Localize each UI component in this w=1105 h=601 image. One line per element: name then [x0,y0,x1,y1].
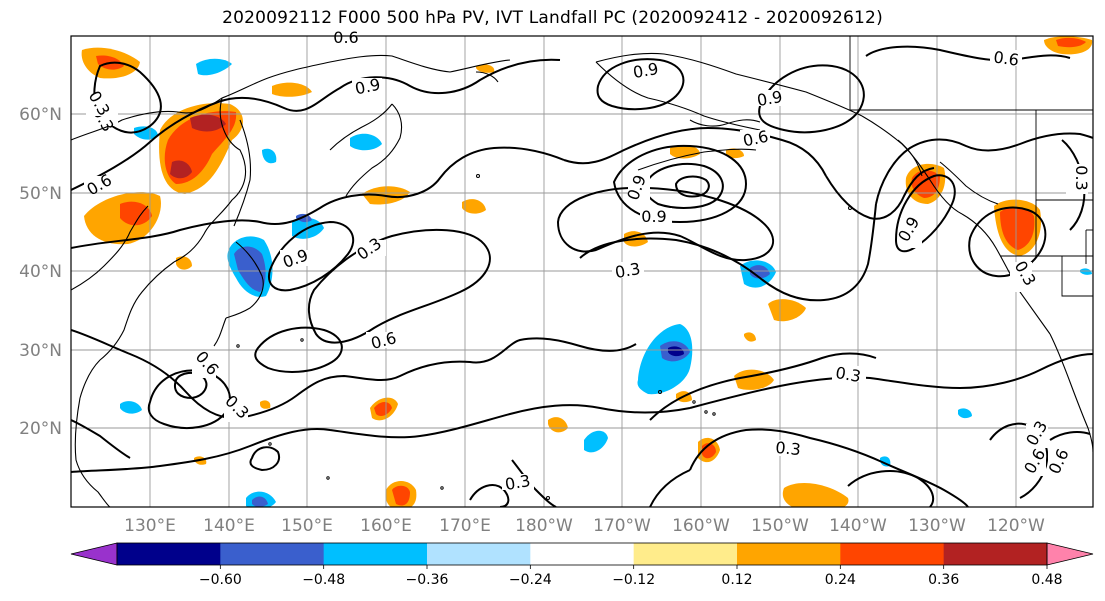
lat-label: 40°N [19,262,62,282]
longitude-labels: 130°E 140°E 150°E 160°E 170°E 180°W 170°… [124,516,1045,536]
negative-anomaly-patch [262,148,277,164]
lon-label: 170°W [593,516,651,536]
colorbar-tick-label: 0.24 [825,572,856,588]
positive-anomaly-patch [726,148,744,159]
colorbar-tick-label: 0.12 [721,572,752,588]
negative-anomaly-patch [350,133,382,151]
lon-label: 130°W [908,516,966,536]
colorbar-extend-high [1046,542,1094,566]
lon-label: 140°E [203,516,255,536]
negative-anomaly-patch [252,496,268,507]
latitude-labels: 60°N 50°N 40°N 30°N 20°N [19,105,62,439]
positive-anomaly-patch [120,201,152,226]
contour-label: 0.6 [992,47,1020,69]
colorbar: −0.60 −0.48 −0.36 −0.24 −0.12 0.12 0.24 0.36 0.4… [70,542,1094,588]
positive-anomaly-patch [734,369,774,390]
colorbar-segment [117,543,221,565]
negative-anomaly-patch [296,213,312,223]
positive-anomaly-patch [272,82,312,97]
positive-anomaly-patch [392,485,410,506]
negative-anomaly-patch [234,246,266,292]
contour-label: 0.9 [756,87,784,110]
contour-label: 0.6 [333,28,358,47]
map-title: 2020092112 F000 500 hPa PV, IVT Landfall… [222,8,883,28]
positive-anomaly-patch [260,400,271,409]
contour-label: 0.3 [1072,165,1091,190]
colorbar-segment [633,543,738,565]
contour-label: 0.3 [614,259,642,282]
positive-anomaly-patch [1000,207,1035,250]
contour-labels: 0.6 0.9 0.3 0.9 0.6 0.9 0.6 0.6 0.9 0.3 … [83,28,1091,494]
colorbar-frame [116,542,1048,566]
lon-label: 140°W [829,516,887,536]
lon-label: 150°W [751,516,809,536]
lon-label: 150°E [281,516,333,536]
positive-anomaly-patch [670,145,700,159]
negative-anomaly-patch [668,346,684,357]
contour-label: 0.6 [741,127,770,151]
colorbar-segment [427,543,531,565]
lon-label: 170°E [439,516,491,536]
colorbar-tick-label: −0.12 [612,572,655,588]
positive-anomaly-patch [190,114,226,132]
colorbar-segment [737,543,841,565]
positive-anomaly-patch [744,332,756,342]
positive-anomaly-patch [462,199,486,214]
colorbar-segment [323,543,428,565]
positive-anomaly-patch [170,160,192,179]
lon-label: 160°W [672,516,730,536]
contour-label: 0.9 [641,207,666,226]
colorbar-segment [840,543,945,565]
lon-label: 130°E [124,516,176,536]
positive-anomaly-patch [374,402,392,416]
negative-anomaly-patch [120,401,142,414]
colorbar-tick-label: −0.48 [302,572,345,588]
positive-anomaly-patch [476,64,495,73]
positive-anomaly-patch [768,299,806,322]
colorbar-tick-label: −0.24 [509,572,552,588]
negative-anomaly-patch [134,126,158,140]
lon-label: 120°W [987,516,1045,536]
negative-anomaly-patch [1080,268,1092,275]
lat-label: 60°N [19,105,62,125]
map-frame [70,35,1094,508]
contour-label: 0.3 [504,471,532,494]
contour-label: 0.3 [775,438,802,459]
colorbar-extend-low [70,542,118,566]
contour-label: 0.9 [280,245,310,272]
lat-label: 20°N [19,419,62,439]
contour-label: 0.9 [353,75,382,99]
lat-label: 50°N [19,184,62,204]
pv-shading [81,36,1093,507]
colorbar-tick-label: −0.60 [199,572,242,588]
negative-anomaly-patch [584,430,608,453]
coastlines [71,52,1093,507]
colorbar-segment [530,543,635,565]
lon-label: 160°E [360,516,412,536]
lat-label: 30°N [19,341,62,361]
colorbar-tick-label: −0.36 [406,572,449,588]
contour-label: 0.3 [834,363,862,386]
contour-label: 0.9 [632,59,660,82]
contour-label: 0.6 [83,170,115,199]
positive-anomaly-patch [176,256,192,270]
positive-anomaly-patch [1056,37,1086,48]
negative-anomaly-patch [958,408,972,419]
negative-anomaly-patch [196,58,232,76]
colorbar-tick-label: 0.36 [928,572,959,588]
contour-label: 0.3 [353,234,385,264]
gridlines [71,36,1093,507]
positive-anomaly-patch [782,483,849,507]
contour-label: 0.6 [369,328,399,353]
colorbar-segment [220,543,325,565]
colorbar-tick-label: 0.48 [1031,572,1062,588]
lon-label: 180°W [515,516,573,536]
positive-anomaly-patch [548,417,568,433]
colorbar-segment [943,543,1048,565]
